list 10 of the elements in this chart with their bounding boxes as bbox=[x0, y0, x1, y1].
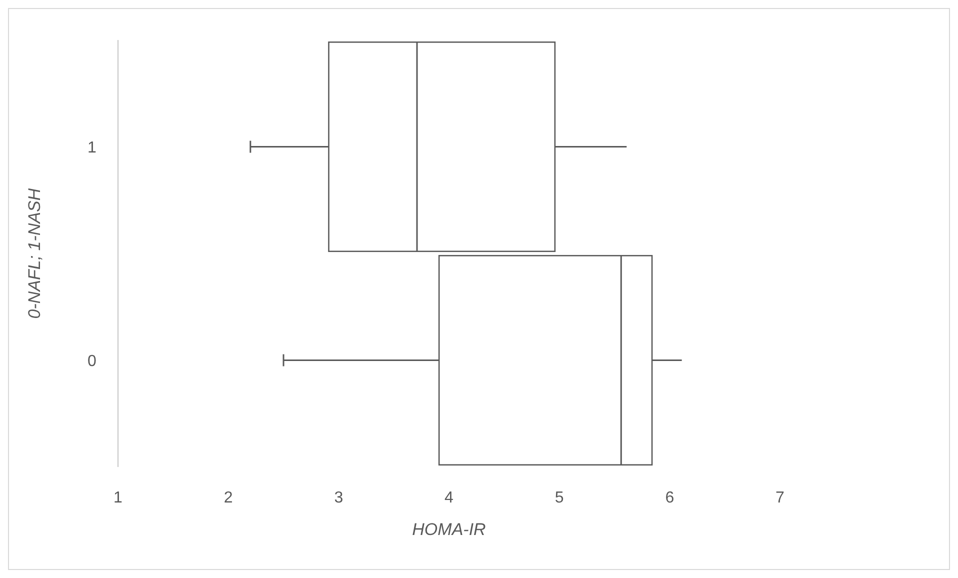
y-axis-title: 0-NAFL; 1-NASH bbox=[25, 188, 44, 319]
x-tick-label: 5 bbox=[554, 490, 564, 507]
x-tick-label: 6 bbox=[665, 490, 674, 507]
x-tick-label: 2 bbox=[224, 490, 233, 507]
x-axis-title: HOMA-IR bbox=[412, 520, 486, 539]
x-tick-label: 4 bbox=[444, 490, 454, 507]
x-tick-label: 7 bbox=[776, 490, 785, 507]
y-tick-label: 0 bbox=[88, 352, 97, 370]
x-tick-label: 3 bbox=[334, 490, 344, 507]
x-tick-label: 1 bbox=[114, 490, 123, 507]
